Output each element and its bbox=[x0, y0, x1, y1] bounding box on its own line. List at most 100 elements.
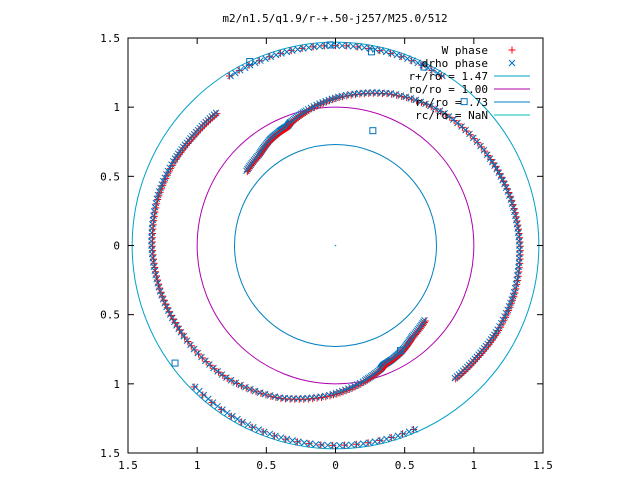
drho-phase-point-426 bbox=[277, 434, 285, 441]
drho-phase-point-386 bbox=[310, 43, 318, 51]
drho-phase-point-93 bbox=[261, 390, 269, 398]
drho-phase-point-381 bbox=[338, 42, 346, 50]
drho-phase-point-415 bbox=[342, 441, 349, 449]
w-phase-point-362 bbox=[437, 72, 445, 80]
y-tick-label-6: 1.5 bbox=[100, 447, 120, 460]
radius-circle-2 bbox=[234, 144, 437, 347]
drho-phase-point-432 bbox=[244, 421, 252, 429]
drho-phase-point-430 bbox=[255, 426, 263, 433]
w-phase-point-421 bbox=[305, 440, 313, 448]
drho-phase-point-374 bbox=[377, 47, 385, 54]
w-phase-point-386 bbox=[309, 43, 317, 51]
legend-label-3: ro/ro = 1.00 bbox=[409, 83, 488, 96]
drho-phase-point-377 bbox=[360, 44, 368, 51]
w-phase-point-437 bbox=[217, 406, 225, 414]
drho-phase-point-443 bbox=[191, 383, 199, 391]
drho-phase-point-439 bbox=[209, 399, 217, 406]
legend-label-1: drho phase bbox=[422, 57, 488, 70]
drho-phase-point-271 bbox=[387, 90, 395, 97]
drho-phase-point-404 bbox=[405, 428, 413, 436]
drho-phase-point-361 bbox=[451, 374, 459, 382]
radius-circle-1 bbox=[196, 106, 475, 385]
y-tick-label-2: 0.5 bbox=[100, 170, 120, 183]
drho-phase-point-300 bbox=[499, 176, 507, 184]
drho-phase-point-96 bbox=[246, 385, 254, 393]
x-tick-label-0: 1.5 bbox=[118, 459, 138, 472]
w-phase-point-417 bbox=[329, 441, 337, 449]
drho-phase-point-292 bbox=[480, 146, 488, 154]
drho-phase-point-413 bbox=[354, 440, 361, 448]
drho-phase-point-326 bbox=[511, 284, 519, 292]
w-phase-point-407 bbox=[387, 433, 395, 441]
w-phase-point-411 bbox=[364, 439, 372, 447]
drho-phase-point-428 bbox=[266, 430, 274, 438]
drho-phase-point-273 bbox=[397, 92, 405, 99]
drho-phase-point-274 bbox=[402, 93, 410, 101]
drho-phase-point-438 bbox=[214, 402, 221, 410]
square-marker-2 bbox=[420, 63, 428, 71]
y-tick-label-1: 1 bbox=[113, 101, 120, 114]
drho-phase-point-335 bbox=[499, 316, 507, 324]
drho-phase-point-278 bbox=[422, 100, 429, 108]
drho-phase-point-334 bbox=[501, 313, 508, 320]
drho-phase-point-398 bbox=[246, 61, 254, 69]
drho-phase-point-369 bbox=[404, 55, 411, 62]
drho-phase-point-123 bbox=[158, 292, 165, 299]
w-phase-point-374 bbox=[376, 47, 384, 55]
drho-phase-point-379 bbox=[349, 42, 357, 50]
x-tick-label-5: 1 bbox=[471, 459, 478, 472]
drho-phase-point-277 bbox=[417, 98, 425, 106]
drho-phase-point-382 bbox=[333, 42, 340, 49]
drho-phase-point-95 bbox=[251, 387, 259, 395]
drho-phase-point-407 bbox=[388, 434, 396, 441]
drho-phase-point-392 bbox=[278, 49, 285, 57]
drho-phase-point-94 bbox=[256, 389, 264, 396]
drho-phase-point-180 bbox=[212, 109, 220, 117]
drho-phase-point-275 bbox=[407, 95, 415, 102]
drho-phase-point-424 bbox=[289, 437, 296, 444]
drho-phase-point-396 bbox=[256, 57, 264, 65]
drho-phase-point-436 bbox=[223, 409, 231, 417]
drho-phase-point-401 bbox=[231, 69, 239, 77]
legend-label-5: rc/ro = NaN bbox=[415, 109, 488, 122]
w-phase-point-439 bbox=[208, 399, 216, 407]
square-marker-7 bbox=[367, 48, 375, 56]
drho-phase-point-115 bbox=[173, 322, 180, 329]
x-tick-label-6: 1.5 bbox=[533, 459, 553, 472]
drho-phase-point-373 bbox=[382, 48, 390, 56]
drho-phase-point-279 bbox=[427, 102, 434, 110]
w-phase-point-435 bbox=[227, 412, 235, 420]
w-phase-point-402 bbox=[226, 72, 234, 80]
drho-phase-point-364 bbox=[429, 66, 437, 74]
y-tick-label-5: 1 bbox=[113, 378, 120, 391]
drho-phase-point-103 bbox=[214, 367, 222, 375]
w-phase-point-441 bbox=[199, 391, 207, 399]
drho-phase-point-118 bbox=[166, 311, 174, 318]
drho-phase-point-410 bbox=[371, 438, 379, 446]
drho-phase-point-363 bbox=[434, 69, 442, 77]
drho-phase-point-405 bbox=[400, 430, 407, 438]
x-tick-label-3: 0 bbox=[332, 459, 339, 472]
drho-phase-point-371 bbox=[393, 51, 401, 59]
drho-phase-point-116 bbox=[170, 318, 178, 326]
drho-phase-point-412 bbox=[359, 440, 367, 447]
square-marker-5 bbox=[397, 347, 405, 355]
legend-label-2: r+/ro = 1.47 bbox=[409, 70, 488, 83]
drho-phase-point-276 bbox=[412, 96, 420, 104]
w-phase-point-413 bbox=[352, 440, 360, 448]
drho-phase-point-121 bbox=[161, 299, 169, 307]
square-marker-3 bbox=[460, 98, 468, 106]
square-marker-1 bbox=[246, 58, 254, 66]
drho-phase-point-389 bbox=[294, 46, 302, 53]
legend-marker-0 bbox=[508, 46, 516, 54]
drho-phase-point-378 bbox=[355, 43, 363, 51]
drho-phase-point-408 bbox=[383, 435, 390, 443]
drho-phase-point-272 bbox=[392, 91, 400, 98]
drho-phase-point-298 bbox=[495, 169, 503, 177]
w-phase-point-380 bbox=[343, 42, 351, 50]
legend-label-0: W phase bbox=[442, 44, 488, 57]
drho-phase-point-91 bbox=[271, 393, 279, 400]
drho-phase-point-362 bbox=[439, 72, 446, 80]
drho-phase-point-297 bbox=[493, 165, 501, 173]
